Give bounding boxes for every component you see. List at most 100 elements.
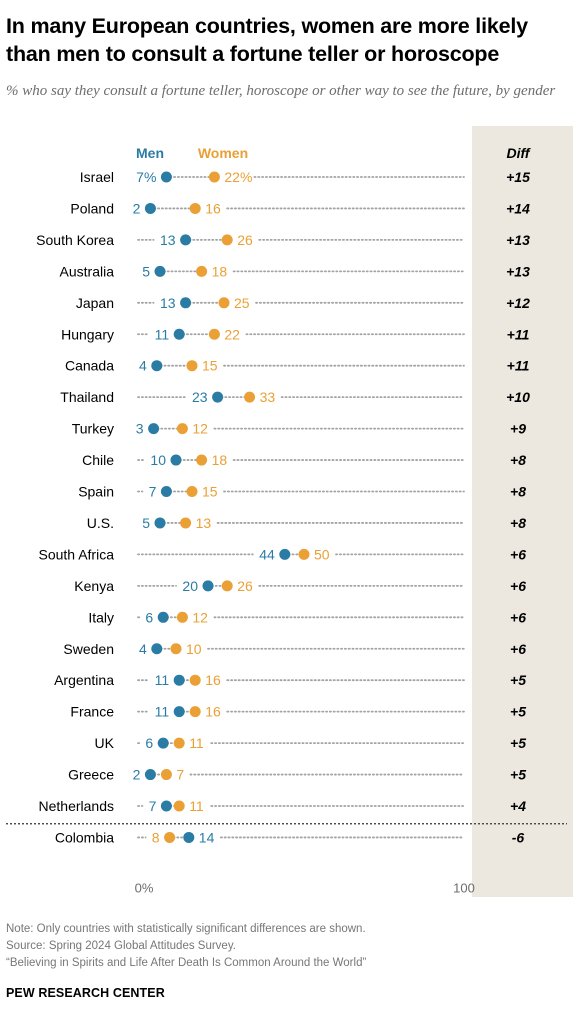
high-value-label: 33 — [260, 389, 276, 405]
diff-value: -6 — [512, 829, 525, 845]
diff-value: +5 — [510, 704, 526, 720]
high-value-label: 15 — [202, 484, 218, 500]
women-dot — [173, 800, 185, 812]
high-value-label: 50 — [314, 546, 330, 562]
low-value-label: 5 — [142, 263, 150, 279]
row-label: South Africa — [39, 546, 115, 562]
men-dot — [160, 171, 172, 183]
row-label: Argentina — [54, 672, 114, 688]
note-text: Note: Only countries with statistically … — [6, 923, 366, 935]
diff-header: Diff — [506, 145, 530, 161]
x-tick-label: 100 — [453, 881, 475, 896]
low-value-label: 11 — [155, 704, 170, 720]
diff-value: +8 — [510, 515, 526, 531]
diff-value: +6 — [510, 609, 526, 625]
high-value-label: 14 — [199, 829, 215, 845]
low-value-label: 44 — [259, 546, 275, 562]
high-value-label: 16 — [205, 200, 221, 216]
women-dot — [186, 360, 198, 372]
row-label: U.S. — [87, 515, 114, 531]
men-dot — [154, 265, 166, 277]
men-dot — [279, 548, 291, 560]
diff-value: +5 — [510, 735, 526, 751]
low-value-label: 23 — [192, 389, 208, 405]
women-dot — [180, 517, 192, 529]
high-value-label: 7 — [176, 767, 184, 783]
row-label: Italy — [88, 609, 114, 625]
women-dot — [189, 674, 201, 686]
low-value-label: 7 — [149, 484, 157, 500]
high-value-label: 10 — [186, 641, 202, 657]
high-value-label: 12 — [192, 609, 208, 625]
low-value-label: 13 — [160, 295, 176, 311]
high-value-label: 16 — [205, 704, 221, 720]
low-value-label: 6 — [145, 609, 153, 625]
women-dot — [208, 171, 220, 183]
row-label: Poland — [70, 200, 114, 216]
men-dot — [157, 611, 169, 623]
men-dot — [170, 454, 182, 466]
women-dot — [196, 265, 208, 277]
diff-value: +13 — [506, 263, 530, 279]
row-label: UK — [95, 735, 115, 751]
row-label: Netherlands — [39, 798, 115, 814]
men-dot — [157, 737, 169, 749]
high-value-label: 12 — [192, 421, 208, 437]
diff-value: +8 — [510, 484, 526, 500]
row-label: Hungary — [61, 326, 114, 342]
women-dot — [189, 706, 201, 718]
men-dot — [173, 706, 185, 718]
low-value-label: 13 — [160, 232, 176, 248]
men-dot — [173, 674, 185, 686]
low-value-label: 4 — [139, 641, 147, 657]
women-dot — [208, 328, 220, 340]
diff-value: +8 — [510, 452, 526, 468]
row-label: France — [70, 704, 114, 720]
low-value-label: 8 — [152, 829, 160, 845]
row-label: Kenya — [74, 578, 114, 594]
report-title: “Believing in Spirits and Life After Dea… — [6, 957, 367, 969]
chart-title: In many European countries, women are mo… — [6, 14, 528, 66]
diff-value: +11 — [507, 358, 530, 374]
high-value-label: 13 — [196, 515, 212, 531]
women-dot — [196, 454, 208, 466]
low-value-label: 11 — [155, 326, 170, 342]
organization-name: PEW RESEARCH CENTER — [6, 986, 165, 1000]
men-dot — [173, 328, 185, 340]
row-label: Thailand — [60, 389, 114, 405]
low-value-label: 11 — [155, 672, 170, 688]
high-value-label: 26 — [237, 232, 253, 248]
diff-value: +13 — [506, 232, 530, 248]
men-dot — [144, 202, 156, 214]
row-label: Chile — [82, 452, 114, 468]
diff-value: +12 — [506, 295, 530, 311]
women-dot — [298, 548, 310, 560]
row-label: Japan — [76, 295, 114, 311]
men-dot — [144, 769, 156, 781]
high-value-label: 22% — [224, 169, 252, 185]
low-value-label: 2 — [133, 200, 141, 216]
women-dot — [189, 202, 201, 214]
row-label: South Korea — [36, 232, 114, 248]
high-value-label: 11 — [189, 798, 204, 814]
diff-value: +5 — [510, 767, 526, 783]
low-value-label: 20 — [182, 578, 198, 594]
high-value-label: 11 — [189, 735, 204, 751]
women-dot — [218, 297, 230, 309]
men-dot — [183, 831, 195, 843]
dot-plot-chart: Men Women Diff Israel 7% 22% +15 Poland 2 16 +14 So… — [6, 126, 573, 897]
men-dot — [202, 580, 214, 592]
diff-value: +14 — [506, 200, 530, 216]
high-value-label: 18 — [212, 452, 228, 468]
row-label: Canada — [65, 358, 114, 374]
high-value-label: 25 — [234, 295, 250, 311]
low-value-label: 5 — [142, 515, 150, 531]
diff-value: +6 — [510, 641, 526, 657]
women-dot — [173, 737, 185, 749]
high-value-label: 18 — [212, 263, 228, 279]
high-value-label: 16 — [205, 672, 221, 688]
row-label: Colombia — [55, 829, 114, 845]
row-label: Greece — [68, 767, 114, 783]
row-label: Australia — [60, 263, 115, 279]
low-value-label: 4 — [139, 358, 147, 374]
